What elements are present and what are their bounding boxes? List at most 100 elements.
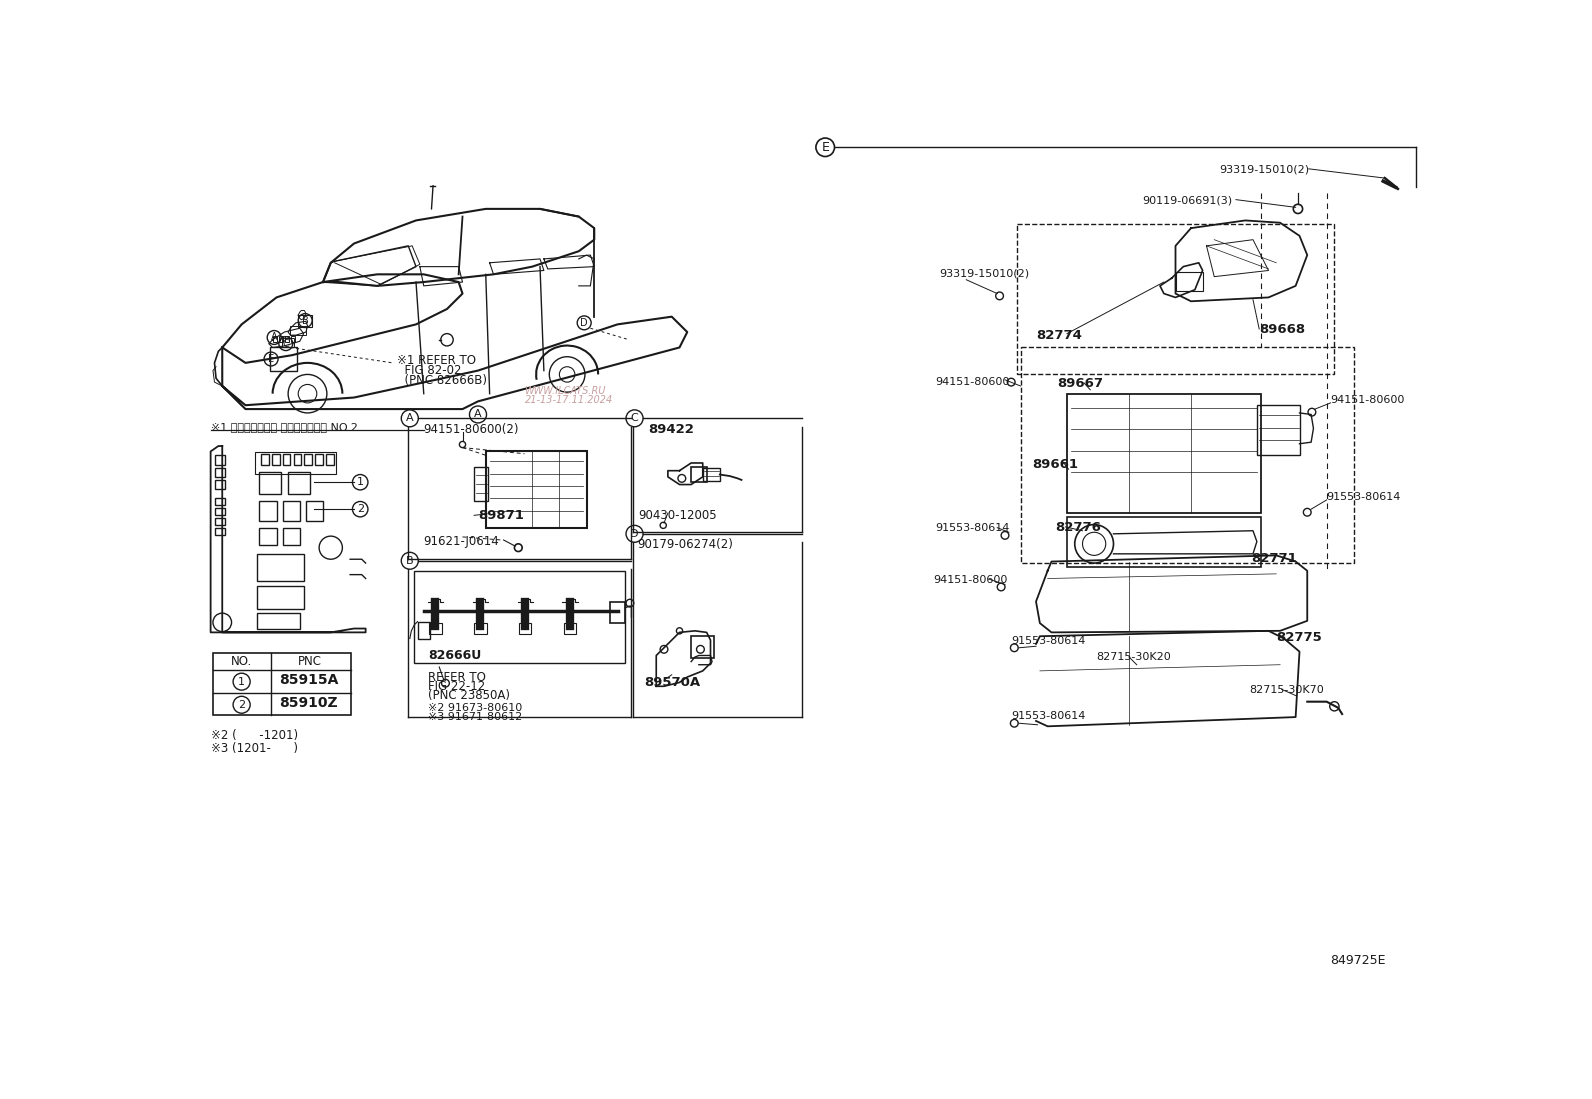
Bar xyxy=(298,315,312,328)
Text: 82715-30K70: 82715-30K70 xyxy=(1250,685,1325,695)
Bar xyxy=(1020,347,1353,563)
Text: ※3 (1201-      ): ※3 (1201- ) xyxy=(210,743,298,755)
Text: 89668: 89668 xyxy=(1259,323,1305,336)
Text: E: E xyxy=(267,354,274,364)
Bar xyxy=(1067,393,1261,513)
Text: 94151-80600: 94151-80600 xyxy=(935,377,1009,387)
Text: 91553-80614: 91553-80614 xyxy=(1011,636,1086,646)
Text: REFER TO: REFER TO xyxy=(428,670,486,684)
Bar xyxy=(1067,517,1261,567)
Text: FIG 22-12: FIG 22-12 xyxy=(428,680,486,693)
Text: 89570A: 89570A xyxy=(643,676,700,688)
Bar xyxy=(304,454,312,465)
Bar xyxy=(279,336,283,342)
Bar xyxy=(519,623,532,634)
Bar xyxy=(215,528,226,535)
Bar xyxy=(1256,406,1299,455)
Text: 82771: 82771 xyxy=(1251,552,1297,565)
Text: 91553-80614: 91553-80614 xyxy=(935,523,1009,533)
Bar xyxy=(293,454,301,465)
Bar xyxy=(271,347,298,370)
Text: 82775: 82775 xyxy=(1277,631,1321,644)
Text: 94151-80600: 94151-80600 xyxy=(933,575,1008,585)
Text: 90430-12005: 90430-12005 xyxy=(638,509,716,522)
Text: A: A xyxy=(474,410,482,420)
Text: 2: 2 xyxy=(357,504,363,514)
Bar xyxy=(283,454,290,465)
Text: 82774: 82774 xyxy=(1036,329,1083,342)
Bar xyxy=(610,601,626,623)
Text: PNC: PNC xyxy=(298,655,322,668)
Text: ※2 (      -1201): ※2 ( -1201) xyxy=(210,729,298,742)
Text: 849725E: 849725E xyxy=(1331,954,1387,967)
Text: 1: 1 xyxy=(239,677,245,687)
Bar xyxy=(258,586,304,609)
Text: C: C xyxy=(282,338,290,348)
Bar xyxy=(261,454,269,465)
Bar xyxy=(282,338,293,347)
Text: WWW.ILCATS.RU: WWW.ILCATS.RU xyxy=(524,386,607,396)
Bar xyxy=(288,473,310,493)
Bar xyxy=(474,467,489,501)
Text: 82776: 82776 xyxy=(1055,521,1102,534)
Bar xyxy=(474,623,487,634)
Text: ※2 91673-80610: ※2 91673-80610 xyxy=(428,703,522,713)
Bar xyxy=(326,454,334,465)
Bar xyxy=(430,623,441,634)
Bar xyxy=(283,529,299,545)
Text: 89871: 89871 xyxy=(478,509,524,522)
Text: B: B xyxy=(406,556,414,566)
Bar xyxy=(417,622,430,639)
Text: 1: 1 xyxy=(357,477,363,487)
Text: 89667: 89667 xyxy=(1057,377,1103,390)
Text: A: A xyxy=(271,333,277,343)
Bar xyxy=(215,467,226,477)
Bar xyxy=(258,613,299,629)
Text: FIG 82-02: FIG 82-02 xyxy=(396,364,462,377)
Text: D: D xyxy=(581,318,587,328)
Text: 94151-80600(2): 94151-80600(2) xyxy=(423,423,519,436)
Text: ※3 91671-80612: ※3 91671-80612 xyxy=(428,712,522,722)
Bar xyxy=(215,498,226,506)
Bar xyxy=(291,336,295,342)
Text: 82666U: 82666U xyxy=(428,650,482,663)
Bar xyxy=(1017,224,1334,375)
Bar xyxy=(255,452,336,474)
Text: 89422: 89422 xyxy=(648,423,694,436)
Bar xyxy=(259,501,277,521)
Text: 21-13-17.11.2024: 21-13-17.11.2024 xyxy=(524,396,613,406)
Text: 91621-J0614: 91621-J0614 xyxy=(423,535,500,548)
Bar xyxy=(691,467,707,482)
Text: 91553-80614: 91553-80614 xyxy=(1326,492,1401,502)
Text: 94151-80600: 94151-80600 xyxy=(1331,396,1404,406)
Text: 91553-80614: 91553-80614 xyxy=(1011,711,1086,721)
Text: 85910Z: 85910Z xyxy=(279,697,338,710)
Text: C: C xyxy=(630,413,638,423)
Text: ※1 REFER TO: ※1 REFER TO xyxy=(396,354,476,367)
Text: 93319-15010(2): 93319-15010(2) xyxy=(939,269,1030,279)
Bar xyxy=(272,336,277,342)
Bar xyxy=(259,529,277,545)
Bar xyxy=(283,501,299,521)
Bar xyxy=(215,480,226,489)
Bar xyxy=(315,454,323,465)
Bar xyxy=(215,518,226,525)
Text: D: D xyxy=(630,529,638,539)
Text: 82715-30K20: 82715-30K20 xyxy=(1097,652,1172,662)
Bar xyxy=(213,653,350,714)
Bar xyxy=(414,570,626,663)
Bar xyxy=(691,636,715,658)
Bar xyxy=(486,452,586,529)
Text: 85915A: 85915A xyxy=(279,674,338,687)
Text: E: E xyxy=(821,141,829,154)
Bar xyxy=(272,454,280,465)
Text: NO.: NO. xyxy=(231,655,252,668)
Text: B: B xyxy=(302,315,309,325)
Bar xyxy=(285,336,288,342)
Bar xyxy=(702,468,720,480)
Text: 90179-06274(2): 90179-06274(2) xyxy=(637,539,732,552)
Text: ※1 エンジンルーム リレーブロック NO.2: ※1 エンジンルーム リレーブロック NO.2 xyxy=(210,422,358,432)
Bar xyxy=(564,623,576,634)
Bar xyxy=(259,473,282,493)
Text: (PNC 23850A): (PNC 23850A) xyxy=(428,689,511,702)
